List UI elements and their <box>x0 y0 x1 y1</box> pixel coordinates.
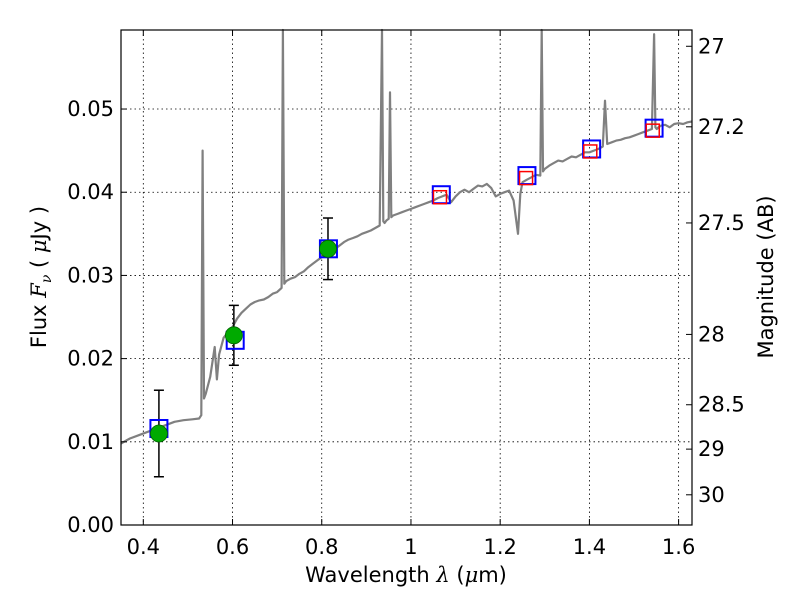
x-tick-label: 0.6 <box>216 535 249 559</box>
mag-tick-label: 30 <box>698 483 725 507</box>
y-axis-title-mu: μ <box>27 239 51 253</box>
y-axis-title-unit: Jy ) <box>27 206 51 242</box>
x-tick-label: 1.6 <box>662 535 695 559</box>
y-tick-label: 0.05 <box>67 97 114 121</box>
mag-tick-label: 28 <box>698 322 725 346</box>
spectrum-line <box>120 28 693 445</box>
x-axis-title-mu: μ <box>465 563 479 587</box>
y-tick-label: 0.02 <box>67 347 114 371</box>
y-tick-label: 0.01 <box>67 430 114 454</box>
x-tick-label: 1 <box>404 535 417 559</box>
x-tick-label: 0.4 <box>127 535 160 559</box>
ground-flux-point <box>224 326 243 345</box>
y-axis-title: Flux Fν ( μJy ) <box>27 206 55 348</box>
y-axis-title-nu: ν <box>39 274 55 283</box>
y-tick-label: 0.04 <box>67 180 114 204</box>
ground-flux-point <box>150 424 168 443</box>
plot-frame <box>120 29 693 526</box>
y-axis-title-prefix: Flux <box>27 298 51 348</box>
y-tick-label: 0.00 <box>67 513 114 537</box>
x-axis-title-prefix: Wavelength <box>305 563 436 587</box>
axis-ticks: 0.4 0.6 0.8 1 1.2 1.4 1.6 0.00 0.01 0.02 0.03 0.04 0… <box>67 30 745 559</box>
nir-flux-marker <box>645 123 660 138</box>
x-axis-title: Wavelength λ (μm) <box>305 563 507 587</box>
data-series <box>120 28 693 478</box>
x-axis-title-m: m) <box>478 563 507 587</box>
mag-tick-label: 27 <box>698 34 725 58</box>
x-axis-title-unit: ( <box>450 563 465 587</box>
y-axis-title-F: F <box>27 282 51 299</box>
nir-flux-marker <box>518 170 534 186</box>
ground-flux-point <box>319 239 337 258</box>
nir-flux-marker <box>583 144 598 159</box>
mag-tick-label: 27.5 <box>698 211 745 235</box>
x-axis-title-lambda: λ <box>435 563 449 587</box>
nir-flux-marker <box>432 189 448 205</box>
mag-tick-label: 28.5 <box>698 393 745 417</box>
mag-tick-label: 27.2 <box>698 115 745 139</box>
y-tick-label: 0.03 <box>67 263 114 287</box>
x-tick-label: 1.4 <box>573 535 606 559</box>
right-axis-title: Magnitude (AB) <box>754 195 778 358</box>
mag-tick-label: 29 <box>698 437 725 461</box>
y-axis-title-open: ( <box>27 253 51 275</box>
x-tick-label: 0.8 <box>305 535 338 559</box>
x-tick-label: 1.2 <box>483 535 516 559</box>
